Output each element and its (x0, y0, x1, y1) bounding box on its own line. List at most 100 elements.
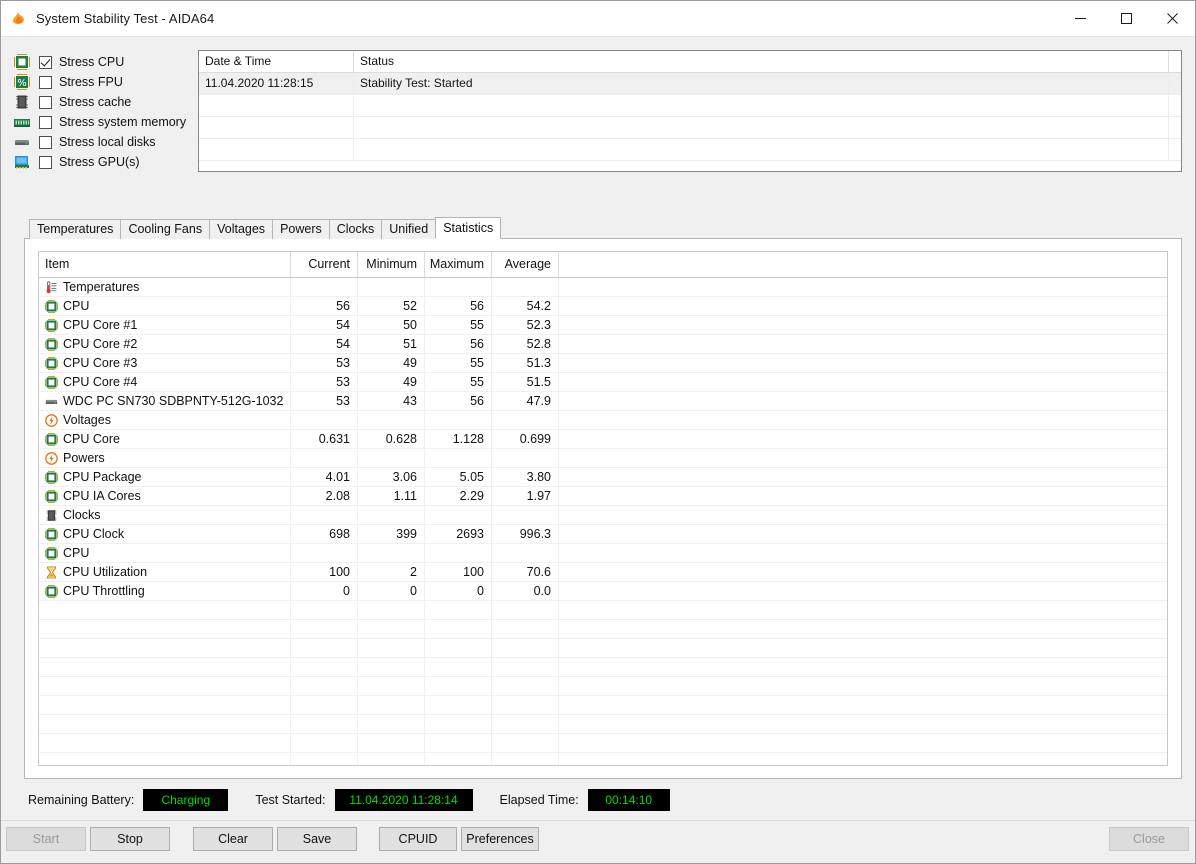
chip-icon (45, 470, 58, 484)
statistics-row[interactable]: CPU Package 4.01 3.06 5.05 3.80 (39, 468, 1167, 487)
tab-clocks[interactable]: Clocks (328, 219, 383, 239)
statistics-row[interactable]: WDC PC SN730 SDBPNTY-512G-1032 53 43 56 47.9 (39, 392, 1167, 411)
statistics-row-empty[interactable] (39, 658, 1167, 677)
statistics-row[interactable]: CPU Core #1 54 50 55 52.3 (39, 316, 1167, 335)
chip-icon (45, 432, 58, 446)
statistics-cell-current: 698 (291, 525, 358, 543)
cpuid-button[interactable]: CPUID (379, 827, 457, 851)
statistics-row-empty[interactable] (39, 677, 1167, 696)
maximize-button[interactable] (1103, 1, 1149, 36)
statistics-cell-current: 56 (291, 297, 358, 315)
statistics-row[interactable]: Temperatures (39, 278, 1167, 297)
statistics-cell-average: 0.699 (492, 430, 559, 448)
stress-option-row[interactable]: Stress cache (14, 92, 189, 112)
tab-statistics[interactable]: Statistics (435, 217, 502, 239)
statistics-cell-maximum: 56 (425, 392, 492, 410)
tab-temperatures[interactable]: Temperatures (29, 219, 122, 239)
tab-unified[interactable]: Unified (381, 219, 437, 239)
statistics-row[interactable]: CPU Throttling 0 0 0 0.0 (39, 582, 1167, 601)
stress-option-label: Stress local disks (59, 135, 156, 149)
chip-icon (45, 337, 58, 351)
statistics-item-label: CPU Core (63, 432, 120, 446)
log-column-status[interactable]: Status (354, 51, 1169, 72)
log-row-empty[interactable] (199, 117, 1181, 139)
log-row-empty[interactable] (199, 139, 1181, 161)
tab-powers[interactable]: Powers (272, 219, 330, 239)
statistics-cell-filler (559, 468, 1167, 486)
statistics-row[interactable]: CPU IA Cores 2.08 1.11 2.29 1.97 (39, 487, 1167, 506)
stress-option-checkbox[interactable] (39, 95, 52, 109)
statistics-row[interactable]: CPU (39, 544, 1167, 563)
stress-option-label: Stress system memory (59, 115, 187, 129)
log-column-filler (1169, 51, 1181, 72)
log-row-empty[interactable] (199, 95, 1181, 117)
statistics-row[interactable]: CPU Core #3 53 49 55 51.3 (39, 354, 1167, 373)
close-button[interactable] (1149, 1, 1195, 36)
statistics-cell-maximum: 56 (425, 297, 492, 315)
statistics-item-label: CPU (63, 299, 90, 313)
preferences-button[interactable]: Preferences (461, 827, 539, 851)
statistics-row-empty[interactable] (39, 734, 1167, 753)
column-header-current[interactable]: Current (291, 252, 358, 277)
stress-option-checkbox[interactable] (39, 55, 52, 69)
statistics-row-empty[interactable] (39, 601, 1167, 620)
statistics-cell-minimum (358, 506, 425, 524)
statistics-row[interactable]: CPU Core 0.631 0.628 1.128 0.699 (39, 430, 1167, 449)
stress-option-row[interactable]: Stress system memory (14, 112, 189, 132)
stress-option-checkbox[interactable] (39, 135, 52, 149)
statistics-cell-item: CPU Throttling (39, 582, 291, 600)
event-log-table[interactable]: Date & Time Status 11.04.2020 11:28:15 St… (198, 50, 1182, 172)
statistics-cell-minimum: 3.06 (358, 468, 425, 486)
stress-option-row[interactable]: Stress GPU(s) (14, 152, 189, 172)
stress-option-checkbox[interactable] (39, 115, 52, 129)
statistics-cell-minimum: 50 (358, 316, 425, 334)
statistics-cell-item: Voltages (39, 411, 291, 429)
stop-button[interactable]: Stop (90, 827, 170, 851)
statistics-row[interactable]: Powers (39, 449, 1167, 468)
statistics-row-empty[interactable] (39, 696, 1167, 715)
statistics-cell-filler (559, 544, 1167, 562)
statistics-cell-average: 996.3 (492, 525, 559, 543)
tab-cooling-fans[interactable]: Cooling Fans (120, 219, 211, 239)
stress-option-row[interactable]: % Stress FPU (14, 72, 189, 92)
column-header-item[interactable]: Item (39, 252, 291, 277)
save-button[interactable]: Save (277, 827, 357, 851)
column-header-maximum[interactable]: Maximum (425, 252, 492, 277)
statistics-cell-minimum (358, 544, 425, 562)
statistics-row[interactable]: Clocks (39, 506, 1167, 525)
clear-button[interactable]: Clear (193, 827, 273, 851)
statistics-row[interactable]: CPU Core #4 53 49 55 51.5 (39, 373, 1167, 392)
statistics-grid-body: Temperatures CPU 56 52 56 54.2 CPU Core #1 54 50… (39, 278, 1167, 765)
minimize-button[interactable] (1057, 1, 1103, 36)
tab-voltages[interactable]: Voltages (209, 219, 274, 239)
statistics-row[interactable]: CPU Core #2 54 51 56 52.8 (39, 335, 1167, 354)
statistics-tab-page: Item Current Minimum Maximum Average Tem… (24, 238, 1182, 779)
column-header-average[interactable]: Average (492, 252, 559, 277)
log-column-datetime[interactable]: Date & Time (199, 51, 354, 72)
statistics-row-empty[interactable] (39, 753, 1167, 765)
statistics-row[interactable]: CPU Clock 698 399 2693 996.3 (39, 525, 1167, 544)
stress-option-row[interactable]: Stress CPU (14, 52, 189, 72)
statistics-row-empty[interactable] (39, 620, 1167, 639)
statistics-cell-filler (559, 582, 1167, 600)
log-row[interactable]: 11.04.2020 11:28:15 Stability Test: Start… (199, 73, 1181, 95)
statistics-cell-item: Temperatures (39, 278, 291, 296)
stress-option-label: Stress CPU (59, 55, 125, 69)
statistics-row-empty[interactable] (39, 715, 1167, 734)
stress-option-row[interactable]: Stress local disks (14, 132, 189, 152)
stress-option-checkbox[interactable] (39, 155, 52, 169)
statistics-row[interactable]: CPU 56 52 56 54.2 (39, 297, 1167, 316)
statistics-item-label: CPU Utilization (63, 565, 148, 579)
statistics-row-empty[interactable] (39, 639, 1167, 658)
statistics-grid[interactable]: Item Current Minimum Maximum Average Tem… (38, 251, 1168, 766)
statistics-cell-maximum (425, 278, 492, 296)
statistics-row[interactable]: Voltages (39, 411, 1167, 430)
statistics-cell-current (291, 449, 358, 467)
statistics-cell-filler (559, 506, 1167, 524)
statistics-cell-filler (559, 392, 1167, 410)
statistics-cell-maximum: 56 (425, 335, 492, 353)
column-header-minimum[interactable]: Minimum (358, 252, 425, 277)
stress-option-checkbox[interactable] (39, 75, 52, 89)
statistics-cell-current (291, 544, 358, 562)
statistics-row[interactable]: CPU Utilization 100 2 100 70.6 (39, 563, 1167, 582)
